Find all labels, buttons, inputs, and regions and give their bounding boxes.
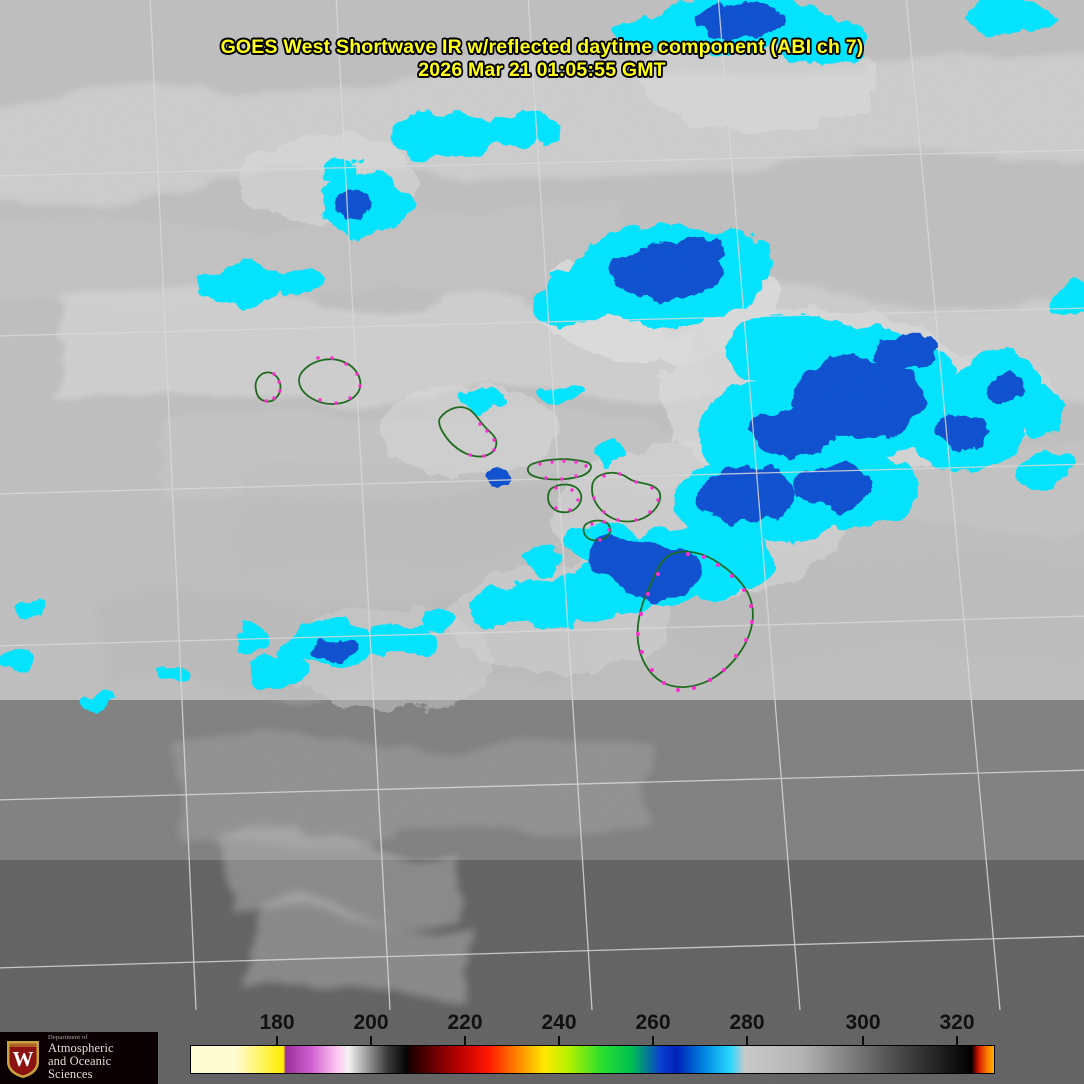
logo-text-block: Department of Atmospheric and Oceanic Sc… — [48, 1034, 158, 1081]
colorbar-tick-300 — [862, 1036, 864, 1045]
colorbar-tick-label-300: 300 — [845, 1011, 881, 1034]
colorbar-tick-200 — [370, 1036, 372, 1045]
colorbar-tick-280 — [746, 1036, 748, 1045]
colorbar-panel: 180 200 220 240 260 280 300 320 — [0, 1004, 1084, 1084]
colorbar-tick-label-180: 180 — [259, 1011, 295, 1034]
logo-line-oceanic: and Oceanic Sciences — [48, 1053, 112, 1081]
colorbar-tick-320 — [956, 1036, 958, 1045]
colorbar-tick-label-320: 320 — [939, 1011, 975, 1034]
colorbar-tick-label-280: 280 — [729, 1011, 765, 1034]
colorbar-tick-label-240: 240 — [541, 1011, 577, 1034]
colorbar-tick-labels: 180 200 220 240 260 280 300 320 — [0, 1010, 1084, 1038]
colorbar-tick-label-220: 220 — [447, 1011, 483, 1034]
colorbar-gradient-bar — [190, 1045, 995, 1074]
crest-letter: W — [13, 1047, 34, 1071]
logo-department-line: Department of — [48, 1034, 88, 1042]
colorbar-tick-label-200: 200 — [353, 1011, 389, 1034]
colorbar-tick-220 — [464, 1036, 466, 1045]
colorbar-tick-260 — [652, 1036, 654, 1045]
colorbar-tick-label-260: 260 — [635, 1011, 671, 1034]
colorbar-tick-marks — [0, 1036, 1084, 1045]
colorbar-tick-180 — [276, 1036, 278, 1045]
logo-line-atmospheric: Atmospheric — [48, 1040, 114, 1055]
uw-aos-logo-badge: W Department of Atmospheric and Oceanic … — [0, 1032, 158, 1084]
uw-crest-icon: W — [7, 1041, 39, 1078]
colorbar-tick-240 — [558, 1036, 560, 1045]
